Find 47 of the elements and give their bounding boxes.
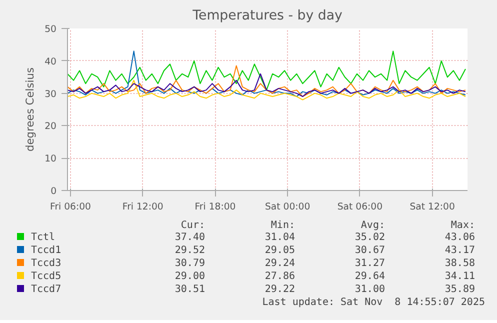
text: 29.52 <box>174 244 205 257</box>
legend-label: Tccd3 <box>30 257 62 270</box>
legend-label: Tccd1 <box>30 244 62 257</box>
text: 38.58 <box>444 257 475 270</box>
text: 43.17 <box>444 244 475 257</box>
x-tick-label: Sat 12:00 <box>410 202 455 212</box>
line-series <box>68 80 466 100</box>
text: 29.64 <box>354 270 385 283</box>
text: 37.40 <box>174 231 205 244</box>
text: Last update: Sat Nov 8 14:55:07 2025 <box>261 296 486 310</box>
y-tick-label: 10 <box>44 154 57 165</box>
x-tick-label: Fri 12:00 <box>122 202 164 212</box>
x-tick-label: Fri 06:00 <box>50 202 92 212</box>
text: 29.00 <box>174 270 205 283</box>
text: 30.79 <box>174 257 205 270</box>
x-tick-label: Sat 00:00 <box>265 202 310 212</box>
text: 35.89 <box>444 283 475 296</box>
text: 35.02 <box>354 231 385 244</box>
line-series <box>68 73 466 98</box>
legend-label: Tccd7 <box>30 283 62 296</box>
text: Min: <box>270 220 295 231</box>
y-axis-title: degrees Celsius <box>24 67 37 152</box>
x-tick-label: Fri 18:00 <box>194 202 236 212</box>
text: Avg: <box>360 220 385 231</box>
text: Cur: <box>180 220 205 231</box>
legend-label: Tccd5 <box>30 270 62 283</box>
legend-label: Tctl <box>30 231 56 244</box>
y-tick-label: 30 <box>44 88 57 100</box>
text: 29.24 <box>264 257 295 270</box>
text: 29.22 <box>264 283 295 296</box>
text: Max: <box>450 220 475 231</box>
text: 31.27 <box>354 257 385 270</box>
y-tick-label: 40 <box>44 56 57 68</box>
line-series <box>68 65 466 98</box>
text: 31.04 <box>264 231 295 244</box>
y-tick-label: 20 <box>44 121 57 132</box>
y-tick-label: 0 <box>50 186 57 197</box>
text: 30.51 <box>174 283 205 296</box>
x-tick-label: Sat 06:00 <box>337 202 383 212</box>
text: 29.05 <box>264 244 295 257</box>
y-tick-label: 50 <box>44 24 57 35</box>
text: 34.11 <box>444 270 475 283</box>
text: 27.86 <box>264 270 295 283</box>
text: 30.67 <box>354 244 385 257</box>
text: 43.06 <box>444 231 475 244</box>
text: 31.00 <box>354 283 385 296</box>
chart-title: Temperatures - by day <box>192 8 342 24</box>
